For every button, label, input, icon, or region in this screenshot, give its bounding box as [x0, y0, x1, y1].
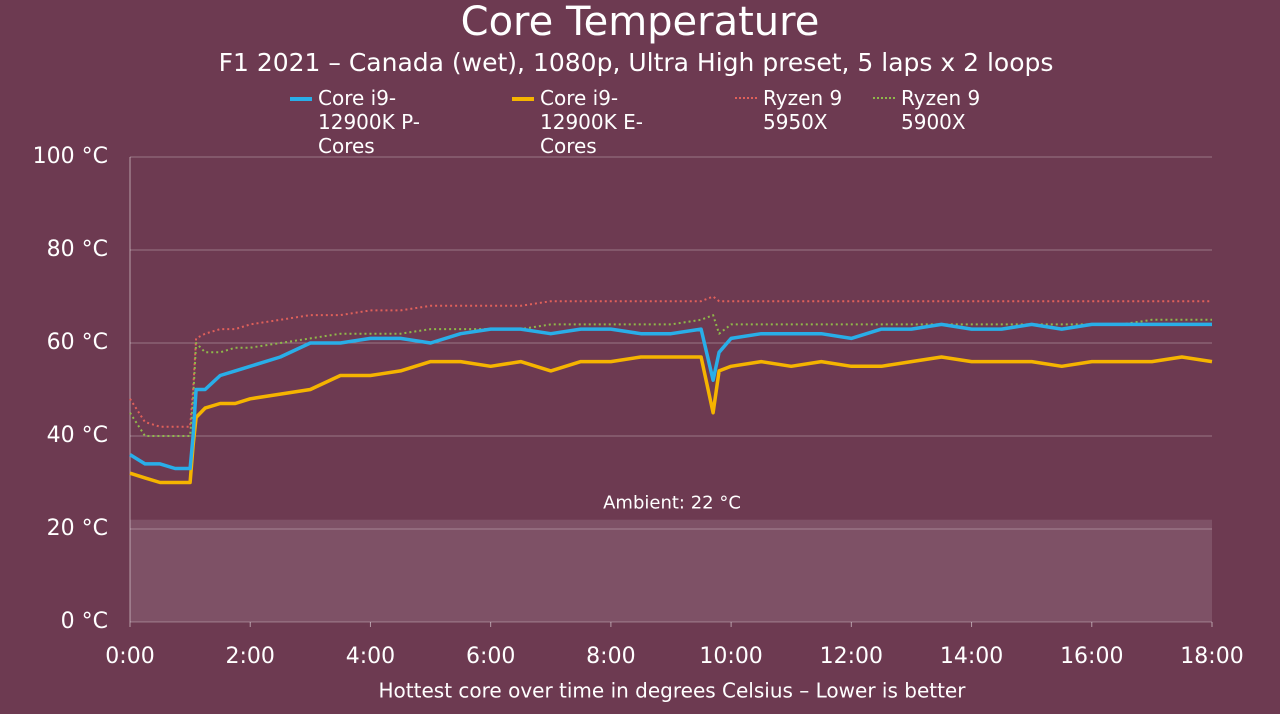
ambient-band	[130, 519, 1212, 622]
legend-swatch	[873, 97, 895, 99]
legend-item: Core i9-12900K P-Cores	[290, 86, 468, 158]
x-tick-label: 16:00	[1060, 644, 1123, 669]
x-axis-label: Hottest core over time in degrees Celsiu…	[379, 679, 967, 703]
y-tick-label: 40 °C	[47, 423, 108, 448]
series-line	[129, 314, 1212, 437]
series-line	[129, 295, 1212, 428]
legend-label: Ryzen 9 5950X	[763, 86, 843, 134]
chart-title: Core Temperature	[461, 0, 820, 45]
legend-swatch	[290, 97, 312, 101]
x-tick-label: 6:00	[466, 644, 515, 669]
legend-item: Ryzen 9 5950X	[735, 86, 843, 134]
x-tick-label: 8:00	[586, 644, 635, 669]
x-tick-label: 4:00	[346, 644, 395, 669]
y-tick-label: 80 °C	[47, 237, 108, 262]
legend-item: Ryzen 9 5900X	[873, 86, 981, 134]
x-tick-label: 14:00	[940, 644, 1003, 669]
legend-label: Core i9-12900K P-Cores	[318, 86, 420, 158]
series-line	[129, 322, 1212, 471]
series-line	[129, 355, 1213, 485]
ambient-label: Ambient: 22 °C	[603, 493, 741, 514]
x-tick-label: 10:00	[699, 644, 762, 669]
legend-label: Core i9-12900K E-Cores	[540, 86, 643, 158]
y-tick-label: 0 °C	[61, 609, 108, 634]
chart-subtitle: F1 2021 – Canada (wet), 1080p, Ultra Hig…	[219, 48, 1054, 77]
legend-swatch	[512, 97, 534, 101]
y-tick-label: 20 °C	[47, 516, 108, 541]
x-tick-label: 12:00	[820, 644, 883, 669]
legend-item: Core i9-12900K E-Cores	[512, 86, 690, 158]
y-tick-label: 100 °C	[33, 144, 108, 169]
legend-swatch	[735, 97, 757, 99]
legend-label: Ryzen 9 5900X	[901, 86, 981, 134]
x-tick-label: 0:00	[105, 644, 154, 669]
x-tick-label: 18:00	[1180, 644, 1243, 669]
x-tick-label: 2:00	[226, 644, 275, 669]
y-tick-label: 60 °C	[47, 330, 108, 355]
